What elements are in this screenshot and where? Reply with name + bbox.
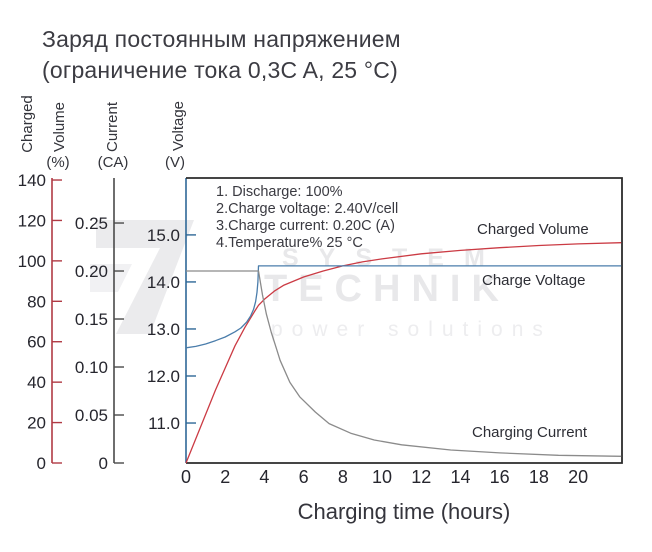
- annotation-line3: 3.Charge current: 0.20C (A): [216, 218, 395, 234]
- tick-label-voltage: 14.0: [147, 273, 180, 292]
- tick-label-voltage: 13.0: [147, 320, 180, 339]
- watermark-line3: power solutions: [271, 318, 552, 341]
- tick-label-charged_volume: 20: [27, 414, 46, 433]
- tick-label-charged_volume: 120: [18, 211, 46, 230]
- tick-label-charged_volume: 100: [18, 252, 46, 271]
- tick-label-voltage: 12.0: [147, 367, 180, 386]
- x-tick-label: 20: [568, 467, 588, 487]
- x-tick-label: 18: [529, 467, 549, 487]
- x-tick-label: 16: [490, 467, 510, 487]
- series-charged-volume: [185, 242, 622, 464]
- annotation-line4: 4.Temperature% 25 °C: [216, 235, 363, 251]
- curve-label-charged-volume: Charged Volume: [477, 221, 589, 238]
- annotation-block: 1. Discharge: 100% 2.Charge voltage: 2.4…: [216, 184, 398, 252]
- x-tick-label: 10: [372, 467, 392, 487]
- x-axis-label: Charging time (hours): [297, 499, 511, 524]
- plot-border: [186, 177, 623, 464]
- x-tick-label: 6: [299, 467, 309, 487]
- tick-label-current: 0: [99, 454, 108, 473]
- annotation-line1: 1. Discharge: 100%: [216, 184, 343, 200]
- x-tick-label: 2: [220, 467, 230, 487]
- axis-unit-voltage: (V): [165, 154, 185, 171]
- curve-label-charge-voltage: Charge Voltage: [482, 272, 586, 289]
- tick-label-charged_volume: 60: [27, 333, 46, 352]
- x-tick-label: 14: [450, 467, 470, 487]
- tick-label-current: 0.10: [75, 358, 108, 377]
- tick-label-voltage: 15.0: [147, 226, 180, 245]
- axis-unit-volume: (%): [46, 154, 70, 171]
- tick-label-charged_volume: 40: [27, 373, 46, 392]
- axis-unit-current: (CA): [97, 154, 129, 171]
- tick-label-current: 0.15: [75, 310, 108, 329]
- chart-title: Заряд постоянным напряжением (ограничени…: [42, 24, 401, 86]
- tick-label-current: 0.20: [75, 262, 108, 281]
- watermark-line1: SYSTEM: [282, 244, 505, 272]
- x-tick-label: 12: [411, 467, 431, 487]
- x-tick-label: 0: [181, 467, 191, 487]
- series-charge-voltage: [185, 265, 622, 349]
- curve-label-charging-current: Charging Current: [472, 424, 588, 441]
- tick-label-charged_volume: 80: [27, 292, 46, 311]
- chart-title-line2: (ограничение тока 0,3C A, 25 °C): [42, 57, 398, 83]
- tick-label-current: 0.05: [75, 406, 108, 425]
- series-charging-current: [186, 270, 622, 457]
- watermark-line2: TECHNIK: [264, 268, 510, 310]
- x-tick-label: 8: [338, 467, 348, 487]
- chart-title-line1: Заряд постоянным напряжением: [42, 26, 401, 52]
- tick-label-current: 0.25: [75, 214, 108, 233]
- annotation-line2: 2.Charge voltage: 2.40V/cell: [216, 201, 399, 217]
- x-tick-label: 4: [259, 467, 269, 487]
- tick-label-charged_volume: 140: [18, 171, 46, 190]
- tick-label-voltage: 11.0: [148, 414, 180, 433]
- tick-label-charged_volume: 0: [37, 454, 46, 473]
